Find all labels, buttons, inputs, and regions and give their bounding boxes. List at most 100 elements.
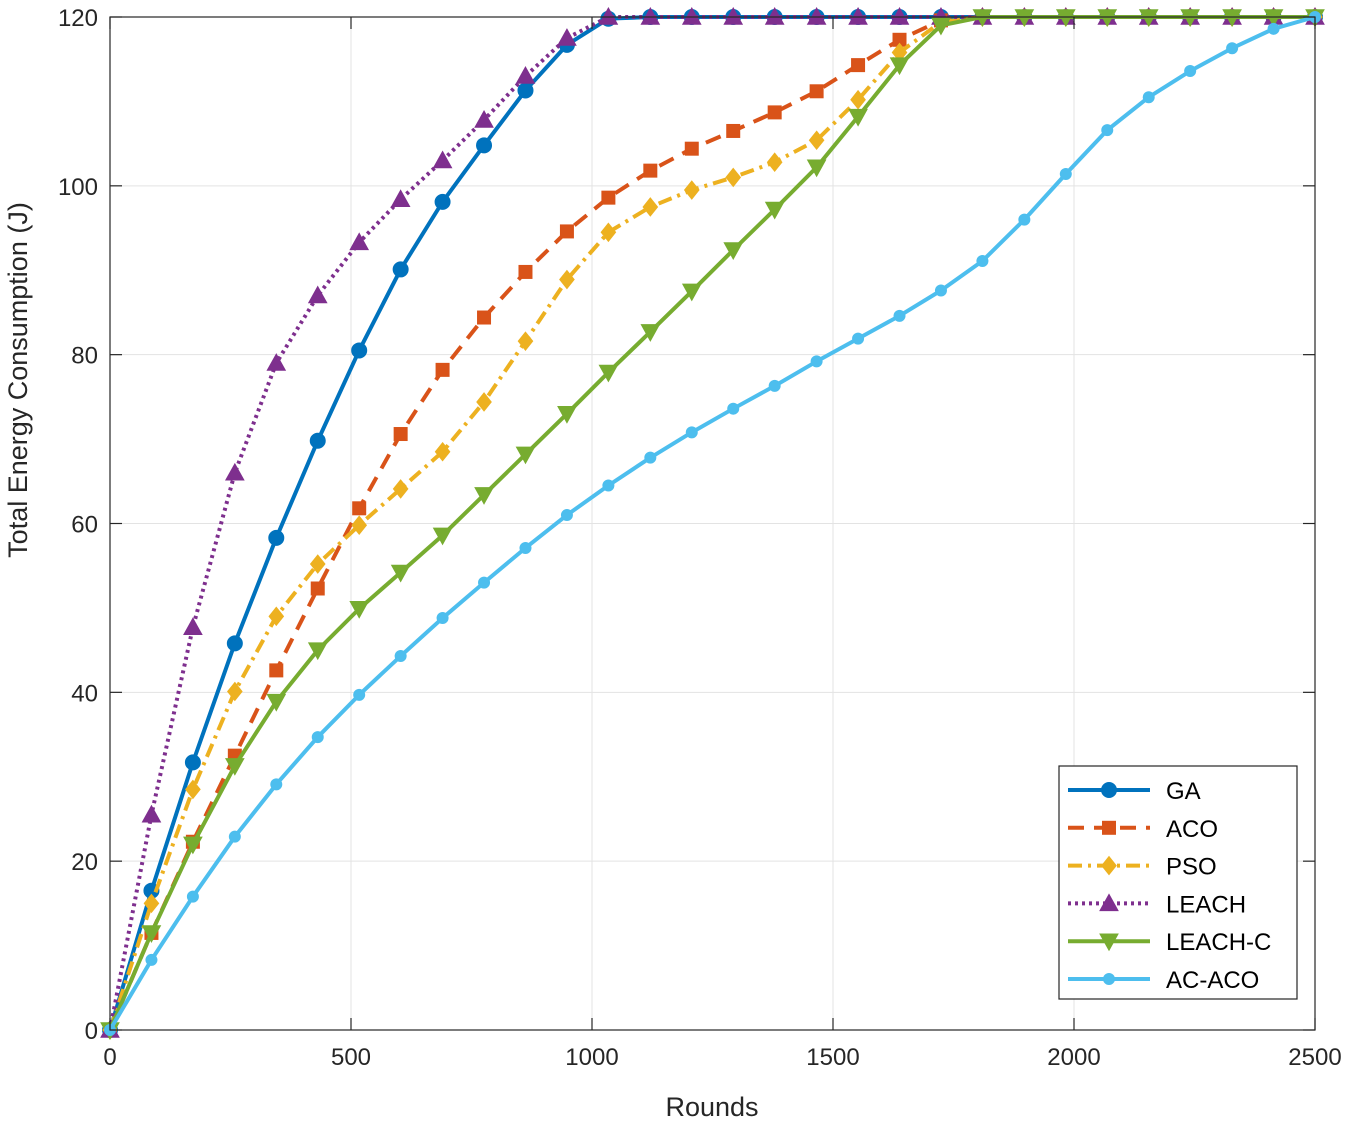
data-point-leach xyxy=(806,6,827,25)
data-point-leach-c xyxy=(598,364,619,383)
data-point-leach-c xyxy=(681,283,702,302)
data-point-leach-c xyxy=(515,446,536,465)
data-point-aco xyxy=(310,581,325,596)
data-point-aco xyxy=(518,264,533,279)
y-axis-label: Total Energy Consumption (J) xyxy=(3,202,33,558)
data-point-leach xyxy=(640,6,661,25)
data-point-ac-aco xyxy=(394,650,407,663)
legend-entry-ac-aco: AC-ACO xyxy=(1068,967,1259,994)
series-line-pso xyxy=(108,15,1315,1031)
data-point-ac-aco xyxy=(934,284,947,297)
data-point-ac-aco xyxy=(1059,168,1072,181)
x-tick-label: 500 xyxy=(331,1044,371,1071)
data-point-leach xyxy=(723,6,744,25)
data-point-leach-c xyxy=(307,642,328,661)
data-point-leach-c xyxy=(972,9,993,28)
data-point-pso xyxy=(850,89,866,110)
data-point-ac-aco xyxy=(311,731,324,744)
data-point-leach xyxy=(183,617,203,636)
y-tick-label: 0 xyxy=(85,1018,98,1045)
data-point-ac-aco xyxy=(893,309,906,322)
grid-lines xyxy=(110,17,1315,1030)
data-point-leach-c xyxy=(183,836,203,855)
data-point-ac-aco xyxy=(436,612,449,625)
data-point-leach xyxy=(432,150,453,169)
data-point-leach-c xyxy=(266,693,287,712)
data-point-aco xyxy=(601,190,616,205)
data-point-leach xyxy=(307,285,328,304)
data-point-leach-c xyxy=(1222,9,1242,28)
data-point-ac-aco xyxy=(1018,213,1031,226)
data-point-pso xyxy=(725,167,742,188)
data-point-leach-c xyxy=(1138,9,1159,28)
data-point-ga xyxy=(476,137,493,154)
tick-marks xyxy=(109,16,1316,1031)
data-point-ac-aco xyxy=(186,890,199,903)
legend-marker-ac-aco xyxy=(1103,973,1115,985)
data-point-pso xyxy=(517,331,534,351)
data-point-leach-c xyxy=(764,201,785,220)
data-point-pso xyxy=(185,779,201,800)
legend: GA ACO PSO LEACH LEACH-C AC-ACO xyxy=(1058,765,1298,1000)
data-point-ac-aco xyxy=(1226,42,1239,55)
data-point-pso xyxy=(268,606,285,627)
data-point-ga xyxy=(309,432,326,449)
data-point-leach-c xyxy=(1055,9,1076,28)
data-point-pso xyxy=(600,222,617,243)
data-point-aco xyxy=(726,123,741,138)
data-point-ac-aco xyxy=(685,426,698,439)
data-point-aco xyxy=(393,427,408,442)
data-point-ga xyxy=(184,754,201,771)
data-point-leach-c xyxy=(806,159,827,178)
data-point-leach xyxy=(349,232,370,251)
data-point-leach-c xyxy=(141,925,162,943)
data-point-ac-aco xyxy=(560,509,573,522)
data-point-leach xyxy=(474,109,494,128)
data-point-leach-c xyxy=(1263,9,1284,28)
data-point-leach xyxy=(889,6,910,25)
legend-entry-pso: PSO xyxy=(1068,854,1217,881)
series-line-ac-aco xyxy=(108,15,1316,1032)
data-point-leach xyxy=(848,6,868,25)
data-point-pso xyxy=(476,392,492,412)
data-point-ac-aco xyxy=(976,254,989,267)
data-point-ga xyxy=(434,193,451,210)
data-point-leach-c xyxy=(432,527,453,546)
data-point-leach-c xyxy=(224,758,245,776)
y-tick-label: 100 xyxy=(58,174,98,201)
data-point-ga xyxy=(517,82,534,99)
data-point-pso xyxy=(766,152,783,172)
data-point-pso xyxy=(309,554,326,574)
legend-entry-aco: ACO xyxy=(1068,816,1218,843)
data-point-pso xyxy=(351,515,368,535)
data-point-leach-c xyxy=(931,17,951,36)
data-point-pso xyxy=(808,130,825,151)
series-ac-aco xyxy=(104,11,1321,1036)
y-tick-label: 20 xyxy=(71,849,98,876)
data-point-ac-aco xyxy=(852,332,865,345)
x-tick-label: 1000 xyxy=(565,1044,618,1071)
legend-entry-ga: GA xyxy=(1068,778,1201,805)
data-point-leach xyxy=(515,66,536,84)
data-point-pso xyxy=(434,441,451,462)
data-point-leach-c xyxy=(723,242,744,261)
data-point-ac-aco xyxy=(478,576,491,589)
legend-box xyxy=(1058,765,1298,1000)
data-point-aco xyxy=(352,501,367,516)
data-point-aco xyxy=(809,84,824,99)
data-point-ac-aco xyxy=(270,778,283,791)
legend-marker-leach xyxy=(1099,893,1119,912)
data-point-aco xyxy=(767,105,782,120)
data-point-ac-aco xyxy=(644,451,657,464)
y-tick-label: 60 xyxy=(71,512,98,539)
data-point-aco xyxy=(851,58,866,73)
data-point-pso xyxy=(683,180,700,200)
x-tick-label: 2500 xyxy=(1288,1044,1341,1071)
data-point-leach xyxy=(598,6,619,25)
legend-items: GA ACO PSO LEACH LEACH-C AC-ACO xyxy=(1068,778,1271,994)
x-tick-label: 0 xyxy=(103,1044,116,1071)
data-point-ac-aco xyxy=(145,953,158,966)
data-point-ac-aco xyxy=(727,402,740,415)
data-point-aco xyxy=(684,141,699,156)
legend-marker-leach-c xyxy=(1099,933,1119,952)
